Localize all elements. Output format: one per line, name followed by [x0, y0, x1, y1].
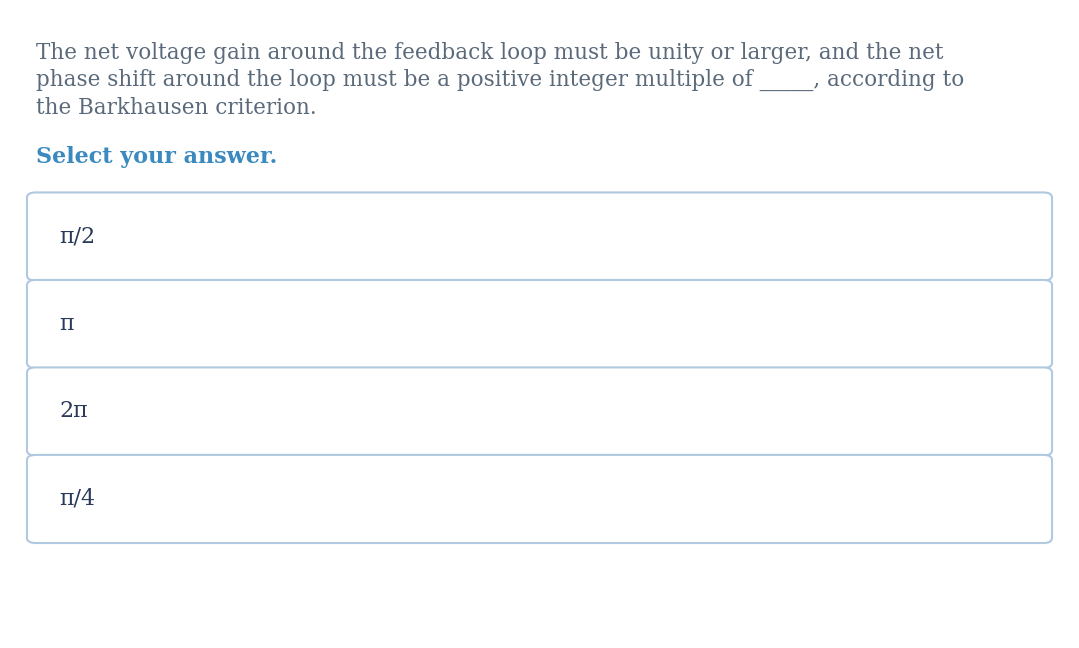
- FancyBboxPatch shape: [27, 455, 1052, 543]
- Text: π: π: [59, 313, 73, 335]
- FancyBboxPatch shape: [27, 367, 1052, 456]
- Text: π/4: π/4: [59, 488, 95, 510]
- Text: Select your answer.: Select your answer.: [36, 146, 277, 168]
- Text: 2π: 2π: [59, 400, 88, 422]
- FancyBboxPatch shape: [27, 192, 1052, 281]
- Text: The net voltage gain around the feedback loop must be unity or larger, and the n: The net voltage gain around the feedback…: [36, 42, 943, 64]
- FancyBboxPatch shape: [27, 280, 1052, 368]
- Text: phase shift around the loop must be a positive integer multiple of _____, accord: phase shift around the loop must be a po…: [36, 69, 964, 91]
- Text: the Barkhausen criterion.: the Barkhausen criterion.: [36, 97, 316, 119]
- Text: π/2: π/2: [59, 226, 95, 248]
